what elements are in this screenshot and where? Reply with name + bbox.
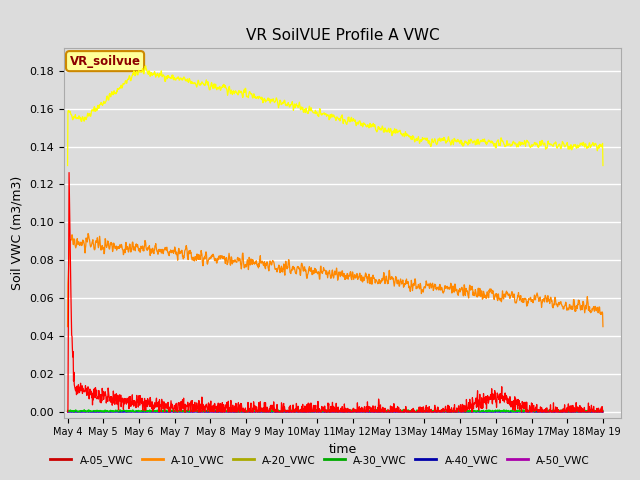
X-axis label: time: time — [328, 443, 356, 456]
Title: VR SoilVUE Profile A VWC: VR SoilVUE Profile A VWC — [246, 28, 439, 43]
Legend: A-05_VWC, A-10_VWC, A-20_VWC, A-30_VWC, A-40_VWC, A-50_VWC: A-05_VWC, A-10_VWC, A-20_VWC, A-30_VWC, … — [46, 451, 594, 470]
Y-axis label: Soil VWC (m3/m3): Soil VWC (m3/m3) — [11, 176, 24, 290]
Text: VR_soilvue: VR_soilvue — [70, 55, 141, 68]
